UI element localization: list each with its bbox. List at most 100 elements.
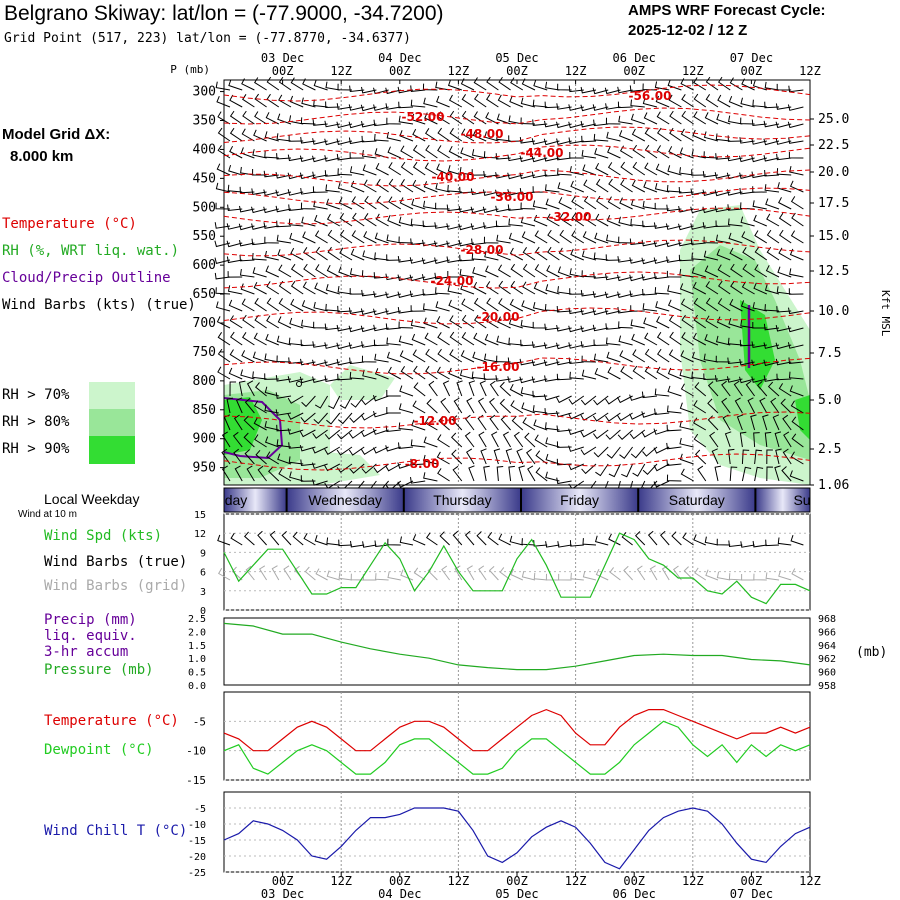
upper-wind-barb bbox=[679, 402, 694, 414]
upper-wind-barb bbox=[666, 442, 682, 450]
upper-wind-barb bbox=[289, 232, 304, 244]
upper-wind-barb bbox=[246, 380, 255, 397]
upper-wind-barb bbox=[568, 445, 584, 452]
upper-wind-barb bbox=[434, 257, 450, 265]
upper-wind-barb bbox=[508, 317, 523, 329]
upper-wind-barb bbox=[287, 189, 304, 196]
upper-wind-barb bbox=[473, 111, 487, 125]
upper-wind-barb bbox=[275, 409, 292, 416]
weekday-cell-5 bbox=[755, 488, 810, 512]
upper-wind-barb bbox=[531, 171, 548, 179]
upper-wind-barb bbox=[449, 110, 463, 125]
upper-wind-barb bbox=[641, 391, 658, 399]
upper-wind-barb bbox=[373, 339, 389, 347]
upper-wind-barb bbox=[510, 280, 524, 295]
upper-wind-barb bbox=[386, 337, 401, 346]
upper-wind-barb bbox=[254, 434, 267, 448]
upper-wind-barb bbox=[288, 357, 304, 364]
upper-wind-barb bbox=[791, 433, 804, 448]
upper-wind-barb bbox=[666, 459, 682, 466]
upper-wind-barb bbox=[362, 250, 377, 261]
upper-wind-barb bbox=[361, 395, 377, 406]
upper-wind-barb bbox=[559, 229, 572, 244]
upper-wind-barb bbox=[556, 153, 572, 161]
upper-wind-barb bbox=[474, 314, 487, 329]
upper-wind-barb bbox=[656, 331, 670, 346]
legend-wind-barbs-grid: Wind Barbs (grid) bbox=[44, 578, 188, 594]
upper-wind-barb bbox=[348, 446, 365, 456]
upper-wind-barb bbox=[508, 115, 523, 125]
upper-wind-barb bbox=[386, 234, 401, 244]
upper-wind-barb bbox=[532, 186, 548, 193]
upper-wind-barb bbox=[715, 234, 731, 244]
time-tick-top-3: 12Z bbox=[448, 64, 470, 78]
upper-wind-barb bbox=[472, 267, 487, 278]
upper-wind-barb bbox=[265, 265, 280, 278]
upper-wind-barb bbox=[496, 335, 511, 346]
upper-wind-barb bbox=[412, 400, 426, 414]
upper-wind-barb bbox=[580, 429, 597, 438]
surface-wind-barb-true bbox=[728, 540, 743, 548]
upper-wind-barb bbox=[592, 87, 609, 95]
time-tick-top-9: 12Z bbox=[799, 64, 821, 78]
upper-wind-barb bbox=[385, 103, 401, 110]
upper-wind-barb bbox=[313, 99, 328, 108]
upper-wind-barb bbox=[480, 448, 487, 465]
upper-wind-barb bbox=[705, 281, 719, 295]
upper-wind-barb bbox=[337, 286, 353, 295]
upper-wind-barb bbox=[522, 263, 536, 278]
upper-wind-barb bbox=[288, 337, 304, 346]
upper-wind-barb bbox=[239, 254, 255, 262]
upper-wind-barb bbox=[253, 417, 267, 431]
legend-rh90-swatch bbox=[89, 436, 135, 464]
upper-wind-barb bbox=[519, 376, 536, 384]
upper-wind-barb bbox=[303, 247, 316, 261]
upper-wind-barb bbox=[337, 305, 353, 313]
upper-wind-barb bbox=[386, 117, 401, 125]
upper-wind-barb bbox=[437, 332, 450, 346]
upper-wind-barb bbox=[447, 184, 462, 193]
temp-tick--10: -10 bbox=[186, 745, 206, 758]
windchill-tick--5: -5 bbox=[194, 804, 206, 815]
upper-wind-barb bbox=[607, 146, 621, 159]
upper-wind-barb bbox=[653, 480, 670, 488]
upper-wind-barb bbox=[604, 308, 621, 315]
upper-wind-barb bbox=[788, 307, 804, 315]
upper-wind-barb bbox=[667, 284, 682, 295]
upper-wind-barb bbox=[765, 265, 780, 278]
upper-wind-barb bbox=[774, 465, 781, 482]
upper-wind-barb bbox=[679, 283, 694, 295]
upper-wind-barb bbox=[496, 113, 511, 125]
height-tick-5.0: 5.0 bbox=[818, 393, 841, 408]
upper-wind-barb bbox=[464, 414, 475, 431]
upper-wind-barb bbox=[571, 196, 585, 210]
pressure-tick-400: 400 bbox=[193, 142, 216, 157]
upper-wind-barb bbox=[290, 247, 304, 261]
upper-wind-barb bbox=[459, 254, 475, 262]
upper-wind-barb bbox=[787, 104, 804, 111]
upper-wind-barb bbox=[519, 137, 536, 144]
surface-wind-barb-true bbox=[634, 531, 646, 546]
upper-wind-barb bbox=[287, 428, 304, 435]
upper-wind-barb bbox=[681, 110, 694, 125]
upper-wind-barb bbox=[581, 149, 597, 159]
upper-wind-barb bbox=[593, 353, 609, 363]
upper-wind-barb bbox=[774, 431, 782, 448]
height-axis-label: Kft MSL bbox=[879, 290, 892, 337]
upper-wind-barb bbox=[290, 77, 304, 91]
upper-wind-barb bbox=[372, 446, 389, 454]
upper-wind-barb bbox=[740, 117, 755, 125]
time-tick-bottom-2: 00Z bbox=[389, 874, 411, 888]
upper-wind-barb bbox=[632, 144, 646, 159]
upper-wind-barb bbox=[547, 229, 560, 244]
upper-wind-barb bbox=[437, 127, 450, 142]
upper-wind-barb bbox=[290, 280, 304, 295]
legend-rh90: RH > 90% bbox=[2, 441, 70, 457]
upper-wind-barb bbox=[228, 367, 243, 380]
upper-wind-barb bbox=[694, 449, 707, 465]
upper-wind-barb bbox=[215, 202, 231, 210]
surface-wind-barb-true bbox=[350, 540, 365, 548]
legend-wind-chill: Wind Chill T (°C) bbox=[44, 823, 188, 839]
upper-wind-barb bbox=[736, 414, 744, 431]
upper-wind-barb bbox=[508, 337, 523, 346]
